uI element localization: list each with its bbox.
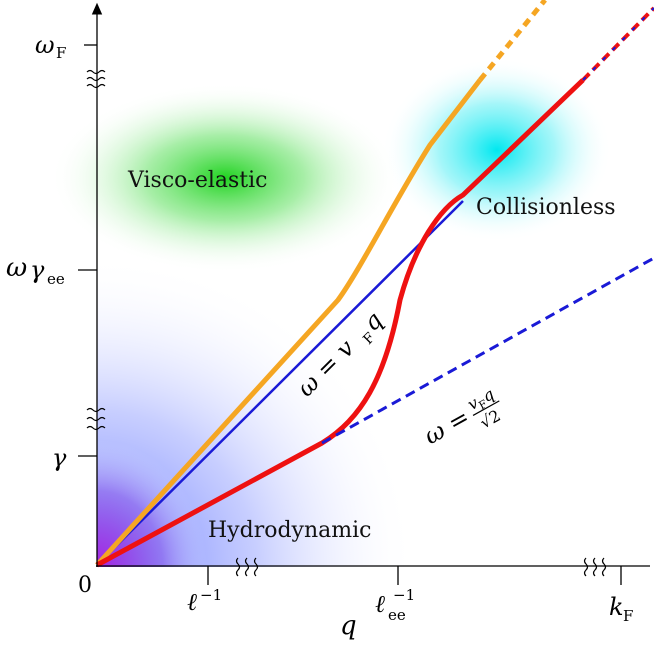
x-tick-label-kF: k F [609, 593, 633, 625]
y-axis-break-top [86, 69, 106, 89]
y-tick-label-gamma: γ [52, 444, 67, 472]
x-tick-label-ell-ee: ℓ ee −1 [375, 586, 415, 624]
ell-exp: −1 [200, 586, 222, 604]
collisionless-label: Collisionless [476, 195, 616, 220]
ell-ee-exp: −1 [393, 586, 415, 604]
kF-base: k [609, 593, 624, 621]
ell-ee-base: ℓ [375, 590, 385, 618]
hydrodynamic-label: Hydrodynamic [208, 518, 371, 543]
y-tick-label-gamma-ee: γ ee [30, 256, 65, 288]
x-axis-break-left [235, 557, 259, 577]
linear-blue-line [96, 200, 464, 566]
gamma-ee-sub: ee [47, 270, 65, 288]
ell-ee-sub: ee [388, 606, 406, 624]
y-tick-label-omegaF: ω F [35, 31, 66, 62]
omegaF-sub: F [56, 44, 66, 62]
gamma-ee-base: γ [30, 256, 45, 284]
y-axis-break-bottom [86, 407, 106, 431]
orange-curve-dotted [478, 0, 547, 82]
x-axis-break-right [583, 557, 607, 577]
visco-elastic-label: Visco-elastic [127, 168, 268, 193]
orange-curve [95, 78, 482, 567]
visco-elastic-blob [50, 83, 400, 273]
axes [78, 2, 650, 585]
x-tick-label-ell: ℓ −1 [187, 586, 222, 616]
red-curve [95, 78, 585, 568]
x-axis-symbol: q [340, 611, 357, 641]
equation-sqrt: ω = v F q √2 [419, 384, 503, 450]
red-blue-dotted-overlay [582, 7, 654, 81]
ell-base: ℓ [187, 588, 197, 616]
kF-sub: F [623, 607, 633, 625]
omegaF-base: ω [35, 31, 55, 59]
eq-sqrt-fraction-bar [472, 400, 500, 416]
dispersion-curves [95, 0, 654, 568]
origin-label: 0 [78, 573, 92, 598]
y-axis-symbol: ω [6, 253, 27, 283]
eq-sqrt-lhs: ω = [419, 403, 474, 450]
